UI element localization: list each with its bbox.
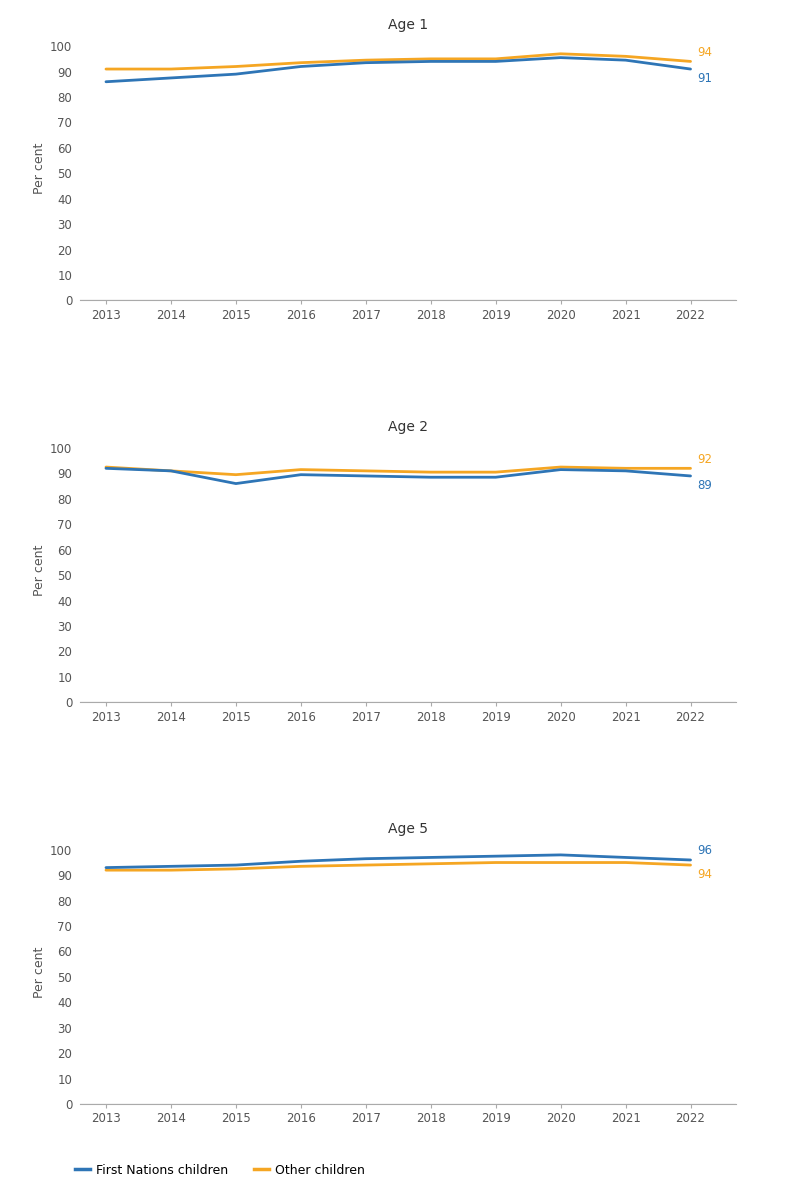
Y-axis label: Per cent: Per cent	[33, 545, 46, 595]
Title: Age 1: Age 1	[388, 18, 428, 32]
Y-axis label: Per cent: Per cent	[33, 946, 46, 997]
Y-axis label: Per cent: Per cent	[33, 143, 46, 194]
Text: 94: 94	[698, 46, 713, 59]
Legend: First Nations children, Other children: First Nations children, Other children	[70, 1159, 370, 1182]
Text: 92: 92	[698, 452, 713, 466]
Text: 96: 96	[698, 845, 713, 857]
Text: 89: 89	[698, 479, 712, 492]
Text: 91: 91	[698, 72, 713, 85]
Title: Age 5: Age 5	[388, 822, 428, 835]
Text: 94: 94	[698, 868, 713, 881]
Title: Age 2: Age 2	[388, 420, 428, 434]
